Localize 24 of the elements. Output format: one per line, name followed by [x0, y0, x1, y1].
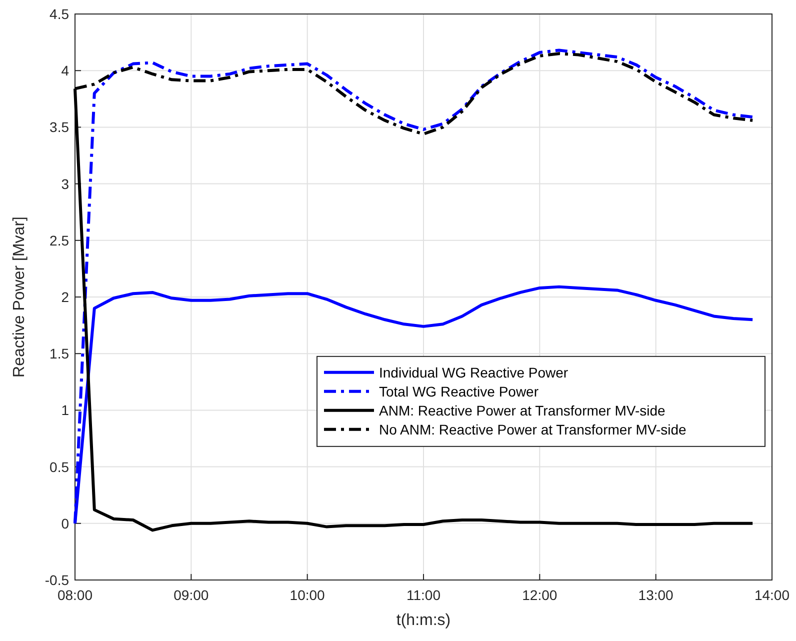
legend-label: Individual WG Reactive Power — [379, 364, 568, 380]
y-tick-label: 0.5 — [50, 458, 70, 475]
y-tick-label: 4.5 — [50, 6, 70, 22]
y-tick-label: 1.5 — [50, 346, 70, 362]
x-tick-label: 14:00 — [754, 587, 790, 603]
legend-label: Total WG Reactive Power — [379, 383, 539, 400]
y-tick-label: 0 — [61, 515, 70, 532]
y-axis-title: Reactive Power [Mvar] — [11, 216, 28, 378]
legend-label: No ANM: Reactive Power at Transformer MV-side — [379, 421, 687, 438]
y-tick-label: 4 — [61, 62, 70, 79]
x-tick-label: 13:00 — [638, 587, 674, 603]
y-tick-label: 3.5 — [50, 119, 70, 136]
x-tick-label: 11:00 — [406, 587, 441, 603]
y-tick-label: 2.5 — [50, 232, 70, 248]
x-tick-label: 09:00 — [174, 587, 209, 603]
x-tick-label: 10:00 — [290, 587, 326, 603]
x-axis-title: t(h:m:s) — [396, 612, 451, 629]
x-tick-label: 12:00 — [522, 587, 558, 603]
y-tick-label: 3 — [61, 176, 70, 192]
y-tick-label: 1 — [61, 402, 70, 418]
x-tick-label: 08:00 — [57, 587, 93, 603]
y-tick-label: -0.5 — [44, 572, 70, 588]
y-tick-label: 2 — [61, 289, 70, 305]
legend-label: ANM: Reactive Power at Transformer MV-side — [379, 402, 666, 418]
